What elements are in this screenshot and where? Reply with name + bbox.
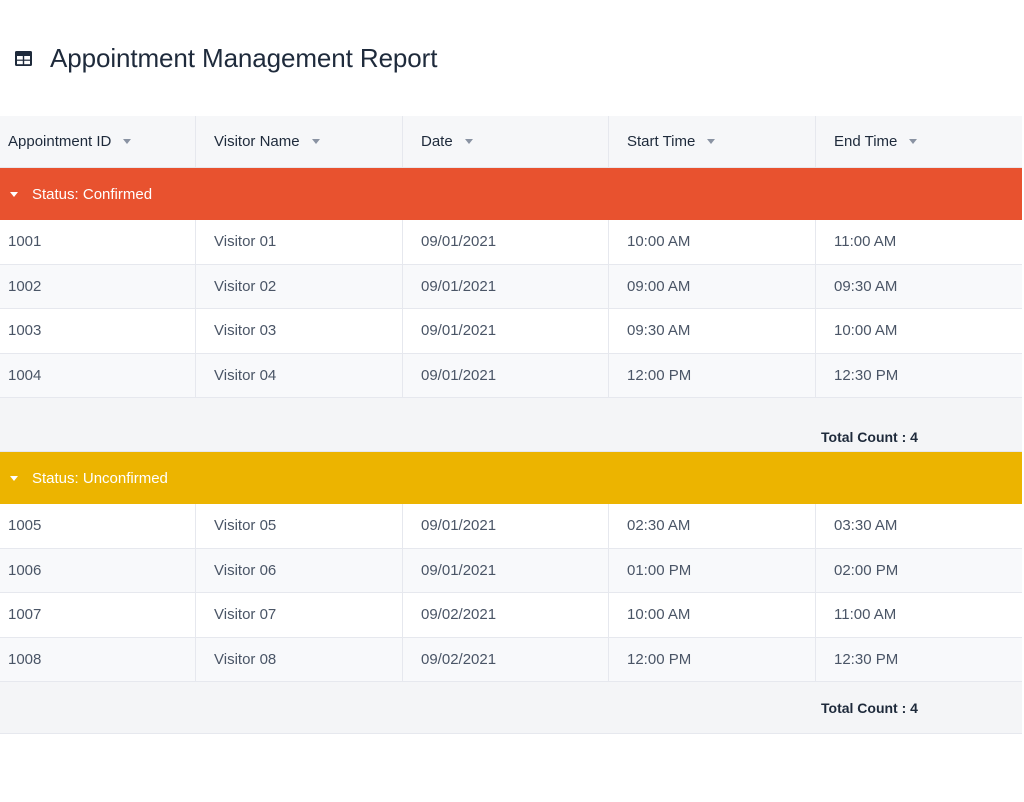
group-header-confirmed[interactable]: Status: Confirmed	[0, 168, 1022, 220]
cell-appointment-id: 1002	[0, 264, 196, 308]
cell-start-time: 12:00 PM	[609, 353, 816, 397]
cell-date: 09/01/2021	[403, 309, 609, 353]
cell-visitor-name: Visitor 07	[196, 593, 403, 637]
cell-visitor-name: Visitor 06	[196, 548, 403, 592]
cell-end-time: 10:00 AM	[834, 322, 898, 340]
cell-visitor-name: Visitor 03	[196, 309, 403, 353]
column-header-label: End Time	[834, 133, 898, 150]
grid-header: Appointment ID Visitor Name Date Start T…	[0, 116, 1022, 168]
table-row[interactable]: 1002 Visitor 02 09/01/2021 09:00 AM 09:3…	[0, 264, 1022, 309]
column-header-label: Start Time	[627, 133, 696, 150]
cell-appointment-id: 1004	[0, 353, 196, 397]
cell-date: 09/01/2021	[403, 548, 609, 592]
cell-start-time: 10:00 AM	[609, 593, 816, 637]
column-header-label: Appointment ID	[8, 133, 112, 150]
caret-down-icon[interactable]	[707, 139, 716, 144]
caret-down-icon[interactable]	[311, 139, 320, 144]
cell-end-time: 03:30 AM	[834, 517, 898, 535]
table-row[interactable]: 1003 Visitor 03 09/01/2021 09:30 AM 10:0…	[0, 309, 1022, 354]
table-row[interactable]: 1008 Visitor 08 09/02/2021 12:00 PM 12:3…	[0, 637, 1022, 682]
group-summary-row: Total Count : 4	[0, 398, 1022, 452]
column-header-date[interactable]: Date	[403, 116, 609, 167]
cell-visitor-name: Visitor 02	[196, 264, 403, 308]
cell-end-time: 09:30 AM	[834, 277, 898, 295]
cell-end-time: 12:30 PM	[834, 650, 899, 668]
group-header-label: Status: Unconfirmed	[32, 469, 168, 487]
cell-appointment-id: 1006	[0, 548, 196, 592]
appointment-grid: Appointment ID Visitor Name Date Start T…	[0, 116, 1022, 734]
page-title: Appointment Management Report	[50, 42, 438, 73]
caret-down-icon[interactable]	[123, 139, 132, 144]
group-header-label: Status: Confirmed	[32, 185, 153, 203]
cell-date: 09/01/2021	[403, 504, 609, 548]
group-summary-row: Total Count : 4	[0, 682, 1022, 734]
caret-down-icon[interactable]	[909, 139, 918, 144]
cell-start-time: 01:00 PM	[609, 548, 816, 592]
cell-visitor-name: Visitor 08	[196, 637, 403, 681]
table-row[interactable]: 1004 Visitor 04 09/01/2021 12:00 PM 12:3…	[0, 353, 1022, 398]
caret-down-icon[interactable]	[464, 139, 473, 144]
cell-date: 09/02/2021	[403, 637, 609, 681]
column-header-end-time[interactable]: End Time	[816, 116, 1022, 167]
cell-visitor-name: Visitor 05	[196, 504, 403, 548]
title-bar: Appointment Management Report	[14, 38, 437, 78]
column-header-appointment-id[interactable]: Appointment ID	[0, 116, 196, 167]
table-row[interactable]: 1005 Visitor 05 09/01/2021 02:30 AM 03:3…	[0, 504, 1022, 549]
table-row[interactable]: 1006 Visitor 06 09/01/2021 01:00 PM 02:0…	[0, 548, 1022, 593]
cell-appointment-id: 1003	[0, 309, 196, 353]
column-header-label: Date	[421, 133, 453, 150]
cell-date: 09/02/2021	[403, 593, 609, 637]
cell-appointment-id: 1001	[0, 220, 196, 264]
cell-start-time: 09:30 AM	[609, 309, 816, 353]
cell-visitor-name: Visitor 01	[196, 220, 403, 264]
cell-date: 09/01/2021	[403, 353, 609, 397]
total-count: Total Count : 4	[821, 700, 918, 716]
cell-appointment-id: 1007	[0, 593, 196, 637]
cell-start-time: 10:00 AM	[609, 220, 816, 264]
table-icon	[14, 49, 33, 68]
column-header-start-time[interactable]: Start Time	[609, 116, 816, 167]
column-header-label: Visitor Name	[214, 133, 300, 150]
cell-visitor-name: Visitor 04	[196, 353, 403, 397]
cell-date: 09/01/2021	[403, 264, 609, 308]
cell-end-time: 12:30 PM	[834, 366, 899, 384]
cell-appointment-id: 1008	[0, 637, 196, 681]
cell-end-time: 11:00 AM	[834, 606, 897, 624]
table-row[interactable]: 1007 Visitor 07 09/02/2021 10:00 AM 11:0…	[0, 593, 1022, 638]
cell-end-time: 02:00 PM	[834, 561, 899, 579]
cell-start-time: 09:00 AM	[609, 264, 816, 308]
cell-end-time: 11:00 AM	[834, 233, 897, 251]
column-header-visitor-name[interactable]: Visitor Name	[196, 116, 403, 167]
cell-appointment-id: 1005	[0, 504, 196, 548]
cell-start-time: 12:00 PM	[609, 637, 816, 681]
table-row[interactable]: 1001 Visitor 01 09/01/2021 10:00 AM 11:0…	[0, 220, 1022, 265]
total-count: Total Count : 4	[821, 429, 918, 445]
cell-date: 09/01/2021	[403, 220, 609, 264]
caret-down-icon[interactable]	[10, 475, 18, 481]
cell-start-time: 02:30 AM	[609, 504, 816, 548]
group-header-unconfirmed[interactable]: Status: Unconfirmed	[0, 452, 1022, 504]
caret-down-icon[interactable]	[10, 191, 18, 197]
